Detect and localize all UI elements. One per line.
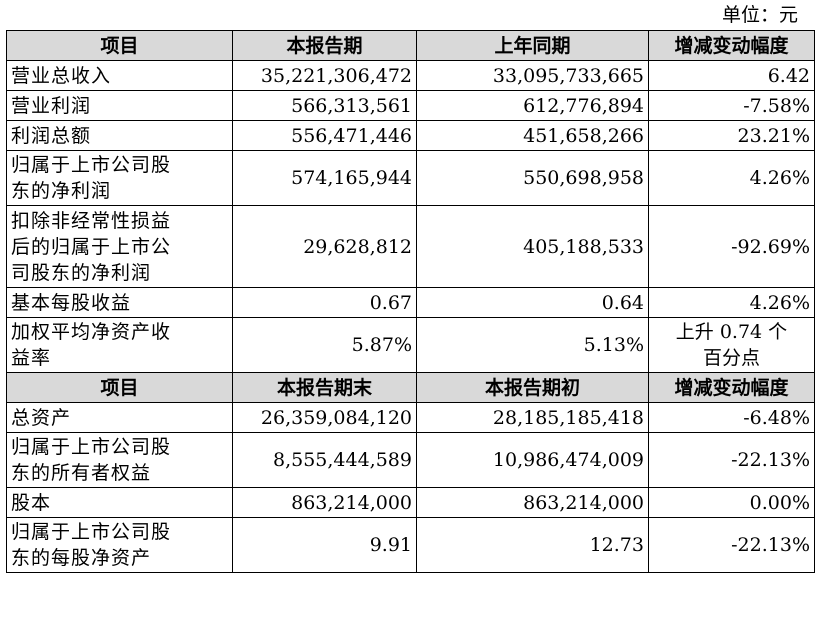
cell-change: 上升 0.74 个 百分点 xyxy=(648,317,815,373)
row-label: 总资产 xyxy=(6,402,233,433)
cell-current: 5.87% xyxy=(232,317,417,373)
cell-current: 26,359,084,120 xyxy=(232,402,417,433)
cell-current: 566,313,561 xyxy=(232,90,417,121)
cell-previous: 405,188,533 xyxy=(416,205,649,288)
table-row: 归属于上市公司股 东的所有者权益 8,555,444,589 10,986,47… xyxy=(6,432,815,488)
row-label: 加权平均净资产收 益率 xyxy=(6,317,233,373)
header-change: 增减变动幅度 xyxy=(648,30,815,61)
cell-previous: 12.73 xyxy=(416,517,649,573)
row-label-line: 归属于上市公司股 xyxy=(11,436,172,458)
cell-current: 9.91 xyxy=(232,517,417,573)
cell-current: 8,555,444,589 xyxy=(232,432,417,488)
header-previous-period: 上年同期 xyxy=(416,30,649,61)
row-label-line: 东的净利润 xyxy=(11,180,112,202)
cell-previous: 33,095,733,665 xyxy=(416,60,649,91)
financial-summary-table: 项目 本报告期 上年同期 增减变动幅度 营业总收入 35,221,306,472… xyxy=(6,30,815,573)
row-label: 归属于上市公司股 东的所有者权益 xyxy=(6,432,233,488)
header-period-start: 本报告期初 xyxy=(416,372,649,403)
table-row: 扣除非经常性损益 后的归属于上市公 司股东的净利润 29,628,812 405… xyxy=(6,205,815,288)
cell-previous: 10,986,474,009 xyxy=(416,432,649,488)
header-item: 项目 xyxy=(6,30,233,61)
table-row: 加权平均净资产收 益率 5.87% 5.13% 上升 0.74 个 百分点 xyxy=(6,317,815,373)
cell-previous: 550,698,958 xyxy=(416,150,649,206)
row-label: 利润总额 xyxy=(6,120,233,151)
cell-change: -22.13% xyxy=(648,432,815,488)
table-row: 归属于上市公司股 东的每股净资产 9.91 12.73 -22.13% xyxy=(6,517,815,573)
cell-current: 556,471,446 xyxy=(232,120,417,151)
row-label-line: 加权平均净资产收 xyxy=(11,321,172,343)
header-item: 项目 xyxy=(6,372,233,403)
cell-current: 0.67 xyxy=(232,287,417,318)
row-label: 归属于上市公司股 东的净利润 xyxy=(6,150,233,206)
cell-current: 29,628,812 xyxy=(232,205,417,288)
unit-label: 单位：元 xyxy=(721,4,798,26)
cell-current: 574,165,944 xyxy=(232,150,417,206)
cell-current: 863,214,000 xyxy=(232,487,417,518)
table-row: 股本 863,214,000 863,214,000 0.00% xyxy=(6,487,815,518)
row-label-line: 东的每股净资产 xyxy=(11,547,152,569)
row-label: 扣除非经常性损益 后的归属于上市公 司股东的净利润 xyxy=(6,205,233,288)
row-label: 股本 xyxy=(6,487,233,518)
row-label: 营业利润 xyxy=(6,90,233,121)
cell-change: 4.26% xyxy=(648,150,815,206)
row-label: 营业总收入 xyxy=(6,60,233,91)
table-row: 利润总额 556,471,446 451,658,266 23.21% xyxy=(6,120,815,151)
cell-change: -6.48% xyxy=(648,402,815,433)
table-row: 营业利润 566,313,561 612,776,894 -7.58% xyxy=(6,90,815,121)
table-row: 归属于上市公司股 东的净利润 574,165,944 550,698,958 4… xyxy=(6,150,815,206)
cell-change-line: 百分点 xyxy=(702,347,760,369)
row-label-line: 司股东的净利润 xyxy=(11,261,152,284)
table-row: 基本每股收益 0.67 0.64 4.26% xyxy=(6,287,815,318)
cell-change: -7.58% xyxy=(648,90,815,121)
cell-previous: 612,776,894 xyxy=(416,90,649,121)
cell-previous: 28,185,185,418 xyxy=(416,402,649,433)
row-label-line: 益率 xyxy=(11,347,52,369)
cell-change: -92.69% xyxy=(648,205,815,288)
cell-change: 6.42 xyxy=(648,60,815,91)
row-label: 基本每股收益 xyxy=(6,287,233,318)
header-current-period: 本报告期 xyxy=(232,30,417,61)
table-header-row: 项目 本报告期 上年同期 增减变动幅度 xyxy=(6,30,815,61)
row-label-line: 归属于上市公司股 xyxy=(11,154,172,176)
cell-change: 4.26% xyxy=(648,287,815,318)
cell-change: -22.13% xyxy=(648,517,815,573)
header-change: 增减变动幅度 xyxy=(648,372,815,403)
cell-current: 35,221,306,472 xyxy=(232,60,417,91)
cell-change-line: 上升 0.74 个 xyxy=(675,321,788,343)
table-row: 营业总收入 35,221,306,472 33,095,733,665 6.42 xyxy=(6,60,815,91)
row-label-line: 归属于上市公司股 xyxy=(11,521,172,543)
table-row: 总资产 26,359,084,120 28,185,185,418 -6.48% xyxy=(6,402,815,433)
row-label: 归属于上市公司股 东的每股净资产 xyxy=(6,517,233,573)
row-label-line: 扣除非经常性损益 xyxy=(11,209,172,232)
header-period-end: 本报告期末 xyxy=(232,372,417,403)
cell-change: 23.21% xyxy=(648,120,815,151)
cell-previous: 451,658,266 xyxy=(416,120,649,151)
row-label-line: 东的所有者权益 xyxy=(11,462,152,484)
cell-change: 0.00% xyxy=(648,487,815,518)
cell-previous: 863,214,000 xyxy=(416,487,649,518)
cell-previous: 0.64 xyxy=(416,287,649,318)
row-label-line: 后的归属于上市公 xyxy=(11,235,172,258)
table-header-row: 项目 本报告期末 本报告期初 增减变动幅度 xyxy=(6,372,815,403)
cell-previous: 5.13% xyxy=(416,317,649,373)
